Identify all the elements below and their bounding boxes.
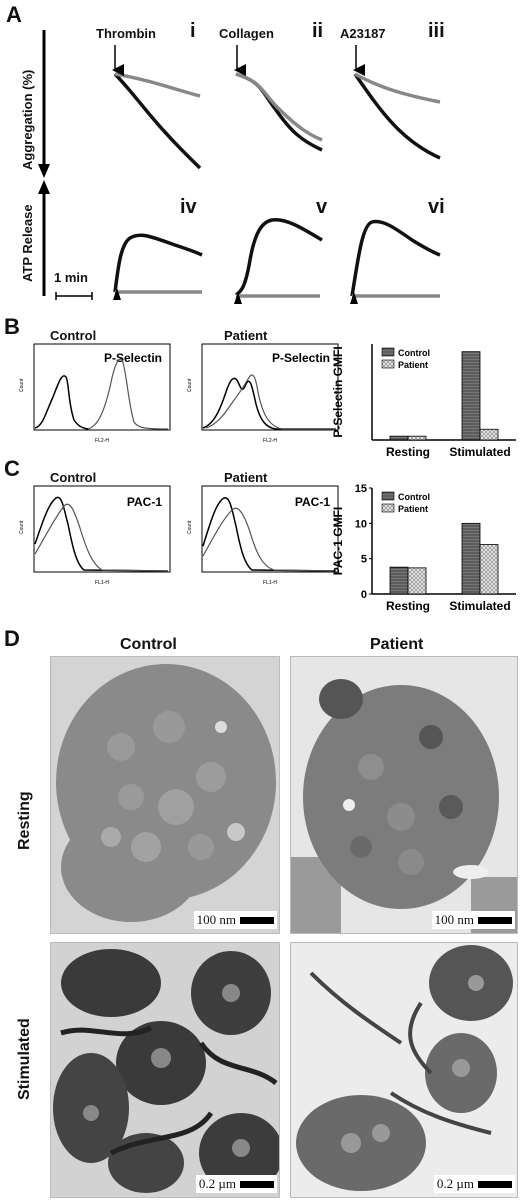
- svg-text:Count: Count: [19, 378, 25, 392]
- em-resting-patient: 100 nm: [290, 656, 518, 934]
- bar-chart-pac-1: 0 5 10 15 PAC-1 GMFI Resting Stimulated Control…: [331, 483, 516, 613]
- legend-swatch: [381, 359, 395, 369]
- collagen-traces: [234, 45, 323, 152]
- roman-v: v: [316, 196, 328, 218]
- row-label-resting: Resting: [16, 791, 33, 850]
- svg-text:PAC-1: PAC-1: [127, 495, 162, 509]
- atp-collagen-traces: [234, 218, 323, 304]
- histogram-c-control: PAC-1 Count FL1-H: [19, 485, 171, 586]
- scale-bar-resting-patient: 100 nm: [431, 911, 515, 929]
- scale-bar-resting-control: 100 nm: [193, 911, 277, 929]
- svg-text:FL1-H: FL1-H: [263, 580, 277, 586]
- hist-b-patient-title: Patient: [224, 328, 268, 343]
- svg-text:Count: Count: [187, 520, 193, 534]
- hist-b-control-title: Control: [50, 328, 97, 343]
- legend-label: Patient: [398, 504, 428, 514]
- a23187-traces: [353, 45, 441, 160]
- bar-patient-resting: [407, 435, 427, 441]
- roman-i: i: [190, 20, 196, 42]
- svg-text:Count: Count: [19, 520, 25, 534]
- x-tick-label: Resting: [386, 445, 430, 459]
- svg-text:Count: Count: [187, 378, 193, 392]
- y-axis-label: P-Selectin GMFI: [331, 346, 345, 437]
- scale-bar-stimulated-patient: 0.2 µm: [433, 1175, 515, 1193]
- bar-control-resting: [389, 566, 409, 595]
- panel-letter-b: B: [4, 314, 20, 339]
- bar-patient-stimulated: [479, 428, 499, 441]
- panel-letter-d: D: [4, 626, 20, 651]
- thrombin-traces: [112, 45, 202, 170]
- roman-vi: vi: [428, 196, 445, 218]
- y-tick-label: 0: [361, 589, 367, 601]
- x-tick-label: Resting: [386, 599, 430, 613]
- em-stimulated-control: 0.2 µm: [50, 942, 280, 1198]
- bar-control-stimulated: [461, 351, 481, 441]
- svg-text:P-Selectin: P-Selectin: [272, 351, 330, 365]
- histogram-b-patient: P-Selectin Count FL2-H: [187, 343, 339, 444]
- roman-ii: ii: [312, 20, 324, 42]
- legend-swatch: [381, 503, 395, 513]
- y-tick-label: 15: [355, 483, 367, 495]
- bar-control-stimulated: [461, 522, 481, 595]
- histogram-b-control: P-Selectin Count FL2-H: [19, 343, 171, 444]
- panel-letter-c: C: [4, 456, 20, 481]
- legend-label: Control: [398, 492, 430, 502]
- bar-chart-p-selectin: P-Selectin GMFI Resting Stimulated Control P…: [331, 344, 516, 459]
- agonist-label-collagen: Collagen: [219, 26, 274, 41]
- panel-letter-a: A: [6, 2, 22, 27]
- x-tick-label: Stimulated: [449, 445, 510, 459]
- hist-c-control-title: Control: [50, 470, 97, 485]
- bar-patient-stimulated: [479, 544, 499, 595]
- hist-marker: P-Selectin: [104, 351, 162, 365]
- panel-a-traces: [38, 30, 441, 304]
- atp-a23187-traces: [350, 219, 441, 304]
- row-label-stimulated: Stimulated: [16, 1018, 33, 1100]
- y-tick-label: 5: [361, 554, 367, 566]
- x-tick-label: Stimulated: [449, 599, 510, 613]
- time-scale-label: 1 min: [54, 270, 88, 285]
- atp-thrombin-traces: [113, 233, 203, 300]
- svg-text:FL1-H: FL1-H: [95, 580, 109, 586]
- em-stimulated-patient: 0.2 µm: [290, 942, 518, 1198]
- atp-arrow-head: [38, 180, 50, 194]
- hist-c-patient-title: Patient: [224, 470, 268, 485]
- svg-text:FL2-H: FL2-H: [263, 438, 277, 444]
- legend-label: Control: [398, 348, 430, 358]
- svg-text:PAC-1: PAC-1: [295, 495, 330, 509]
- bar-patient-resting: [407, 567, 427, 595]
- scale-bar-stimulated-control: 0.2 µm: [195, 1175, 277, 1193]
- roman-iv: iv: [180, 196, 197, 218]
- agonist-label-thrombin: Thrombin: [96, 26, 156, 41]
- time-scale-bar: [55, 292, 93, 300]
- col-label-control: Control: [120, 636, 177, 653]
- col-label-patient: Patient: [370, 636, 424, 653]
- legend-label: Patient: [398, 360, 428, 370]
- svg-text:FL2-H: FL2-H: [95, 438, 109, 444]
- histogram-c-patient: PAC-1 Count FL1-H: [187, 485, 339, 586]
- em-resting-control: 100 nm: [50, 656, 280, 934]
- legend-swatch: [381, 347, 395, 357]
- agonist-label-a23187: A23187: [340, 26, 386, 41]
- aggregation-arrow-head: [38, 164, 50, 178]
- roman-iii: iii: [428, 20, 445, 42]
- y-axis-label: PAC-1 GMFI: [331, 507, 345, 575]
- y-tick-label: 10: [355, 518, 367, 530]
- legend-swatch: [381, 491, 395, 501]
- bar-control-resting: [389, 435, 409, 441]
